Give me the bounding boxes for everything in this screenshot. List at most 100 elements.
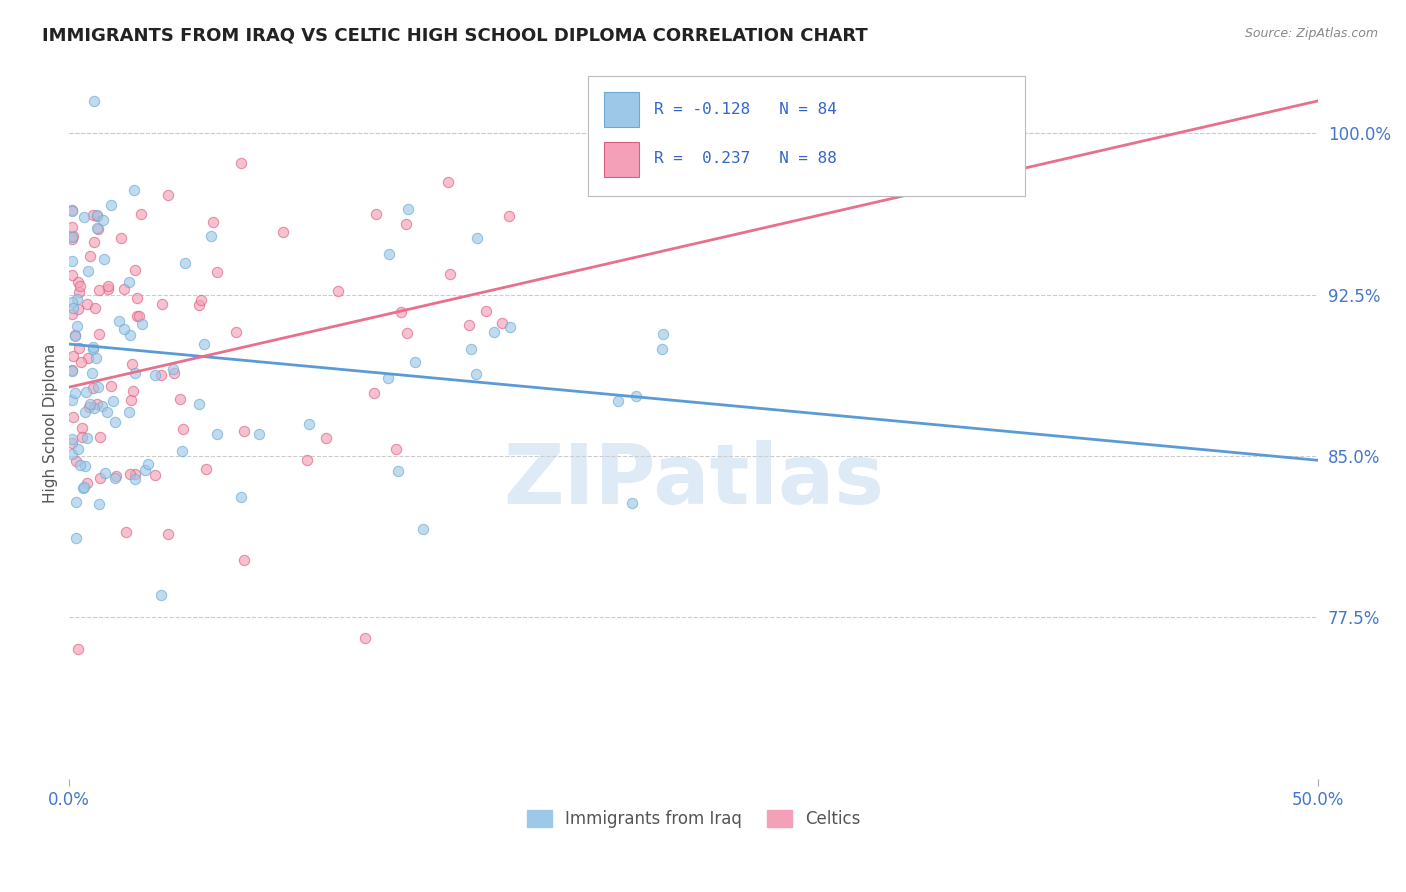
Point — [69, 278, 91, 293]
Point — [76, 476, 98, 491]
Point — [134, 463, 156, 477]
Point — [131, 317, 153, 331]
Point — [79, 249, 101, 263]
Point — [76, 431, 98, 445]
Text: R =  0.237   N = 88: R = 0.237 N = 88 — [654, 152, 837, 166]
Point — [65, 453, 87, 467]
Point — [62, 228, 84, 243]
Point — [128, 309, 150, 323]
Point — [82, 381, 104, 395]
Point — [100, 198, 122, 212]
Point — [87, 380, 110, 394]
Point — [97, 282, 120, 296]
Text: ZIPatlas: ZIPatlas — [503, 440, 884, 521]
Point — [72, 421, 94, 435]
Point — [385, 442, 408, 456]
Point — [79, 397, 101, 411]
Point — [67, 341, 90, 355]
Point — [91, 212, 114, 227]
Point — [124, 467, 146, 482]
Point — [457, 318, 479, 332]
Point — [60, 364, 83, 378]
Point — [117, 275, 139, 289]
Point — [150, 588, 173, 602]
Point — [104, 470, 127, 484]
Point — [60, 436, 83, 450]
Point — [63, 328, 86, 343]
Point — [96, 278, 118, 293]
Point — [83, 94, 105, 108]
Point — [129, 207, 152, 221]
Point — [624, 389, 647, 403]
Point — [193, 337, 215, 351]
Point — [82, 208, 104, 222]
Point — [60, 219, 83, 234]
Point — [187, 297, 209, 311]
Point — [150, 297, 173, 311]
Point — [377, 371, 399, 385]
Point — [112, 282, 135, 296]
Point — [62, 349, 84, 363]
Point — [387, 464, 409, 478]
Point — [202, 215, 225, 229]
Point — [75, 385, 97, 400]
Point — [60, 447, 83, 461]
Point — [91, 400, 114, 414]
Point — [60, 254, 83, 268]
Point — [353, 631, 375, 645]
Text: Source: ZipAtlas.com: Source: ZipAtlas.com — [1244, 27, 1378, 40]
Point — [89, 471, 111, 485]
Point — [67, 285, 90, 300]
Point — [121, 357, 143, 371]
Point — [326, 284, 349, 298]
Bar — [603, 92, 638, 128]
Point — [66, 318, 89, 333]
Point — [60, 232, 83, 246]
Point — [464, 368, 486, 382]
Point — [169, 392, 191, 407]
Point — [76, 297, 98, 311]
Point — [83, 401, 105, 415]
Point — [117, 405, 139, 419]
Point — [439, 268, 461, 282]
Point — [229, 156, 252, 170]
Point — [120, 392, 142, 407]
Point — [125, 309, 148, 323]
Point — [86, 220, 108, 235]
Point — [188, 396, 211, 410]
Point — [233, 553, 256, 567]
Point — [491, 316, 513, 330]
Point — [110, 231, 132, 245]
Point — [498, 209, 520, 223]
Point — [70, 429, 93, 443]
Point — [229, 490, 252, 504]
Point — [62, 301, 84, 315]
Point — [60, 307, 83, 321]
Point — [93, 252, 115, 266]
Point — [484, 325, 506, 339]
Point — [298, 417, 321, 432]
Point — [396, 326, 419, 340]
Point — [69, 355, 91, 369]
Point — [150, 368, 173, 382]
Point — [96, 405, 118, 419]
Point — [86, 208, 108, 222]
Point — [607, 393, 630, 408]
Point — [66, 301, 89, 316]
Point — [396, 202, 419, 216]
Point — [205, 265, 228, 279]
Point — [157, 188, 180, 202]
Point — [124, 263, 146, 277]
Point — [60, 230, 83, 244]
Point — [65, 531, 87, 545]
Point — [60, 393, 83, 408]
Point — [295, 453, 318, 467]
Point — [82, 343, 104, 357]
Point — [83, 235, 105, 250]
Point — [87, 497, 110, 511]
Point — [205, 427, 228, 442]
Point — [271, 226, 294, 240]
Point — [225, 326, 247, 340]
Point — [60, 432, 83, 446]
Point — [63, 327, 86, 342]
